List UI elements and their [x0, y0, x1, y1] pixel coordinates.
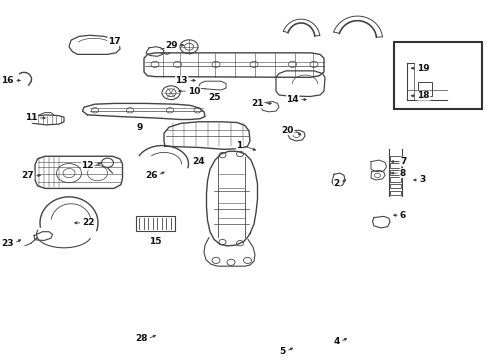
Text: 7: 7: [400, 157, 406, 166]
Text: 3: 3: [419, 175, 425, 184]
Bar: [417, 82, 432, 96]
Text: 20: 20: [282, 126, 294, 135]
Text: 23: 23: [1, 239, 14, 248]
Text: 14: 14: [286, 95, 299, 104]
Bar: [136, 216, 175, 230]
Text: 4: 4: [334, 337, 340, 346]
Text: 10: 10: [188, 87, 200, 96]
Text: 29: 29: [165, 41, 177, 50]
Text: 5: 5: [280, 347, 286, 356]
Bar: [390, 191, 401, 195]
Bar: [390, 156, 401, 161]
Text: 8: 8: [400, 168, 406, 177]
Text: 6: 6: [400, 211, 406, 220]
Text: 28: 28: [135, 334, 147, 343]
Text: 26: 26: [145, 171, 157, 180]
Text: 16: 16: [1, 76, 14, 85]
Text: 22: 22: [82, 219, 95, 228]
Bar: [390, 163, 401, 168]
Bar: [394, 42, 482, 109]
Text: 17: 17: [108, 37, 121, 46]
Text: 25: 25: [208, 93, 220, 102]
Bar: [390, 177, 401, 181]
Text: 12: 12: [81, 161, 94, 170]
Text: 9: 9: [137, 123, 143, 132]
Text: 18: 18: [417, 91, 430, 100]
Bar: [390, 184, 401, 188]
Text: 1: 1: [236, 141, 243, 150]
Text: 24: 24: [193, 157, 205, 166]
Text: 11: 11: [25, 113, 38, 122]
Text: 19: 19: [417, 64, 430, 73]
Text: 15: 15: [149, 237, 161, 246]
Text: 21: 21: [251, 99, 264, 108]
Text: 2: 2: [334, 179, 340, 188]
Text: 13: 13: [175, 76, 188, 85]
Text: 27: 27: [22, 171, 34, 180]
Bar: [390, 170, 401, 175]
